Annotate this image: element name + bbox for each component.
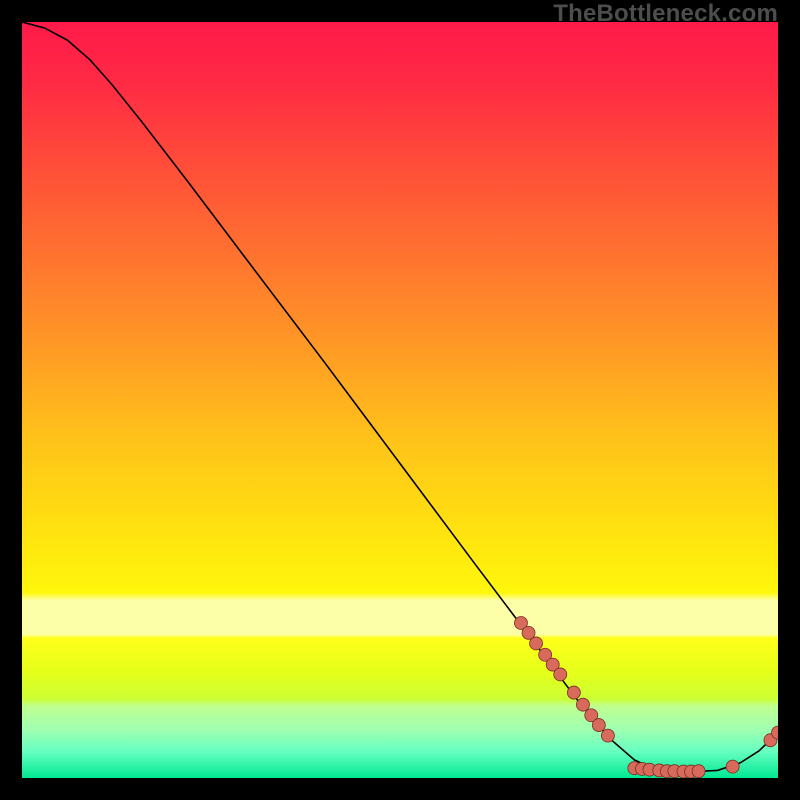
marker-group [514, 617, 778, 778]
chart-stage: TheBottleneck.com [0, 0, 800, 800]
data-marker [530, 637, 543, 650]
data-marker [726, 760, 739, 773]
watermark-text: TheBottleneck.com [553, 0, 778, 28]
bottleneck-curve [22, 22, 778, 772]
data-marker [567, 686, 580, 699]
curve-layer [22, 22, 778, 778]
data-marker [592, 719, 605, 732]
data-marker [554, 668, 567, 681]
data-marker [601, 729, 614, 742]
plot-area [22, 22, 778, 778]
data-marker [576, 698, 589, 711]
data-marker [692, 765, 705, 778]
